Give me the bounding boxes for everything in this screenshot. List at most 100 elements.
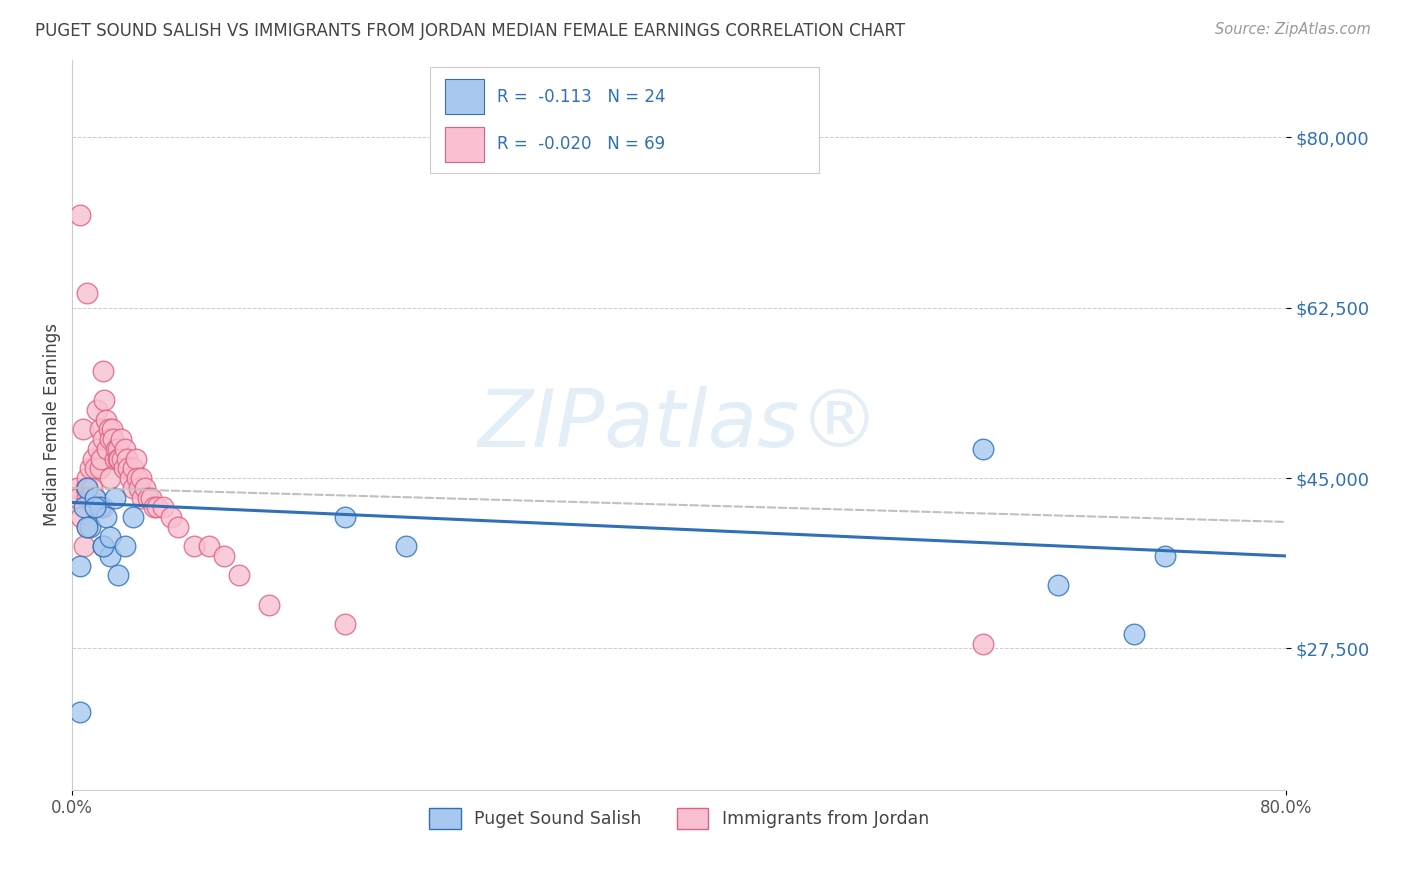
Point [110,432,132,446]
Point [93,393,115,408]
Point [125,451,148,466]
Point [91,364,114,378]
Point [117,461,139,475]
Point [111,451,134,466]
Point [395,539,418,553]
Point [98,432,121,446]
Point [79,491,101,505]
Point [127,471,149,485]
Point [108,451,131,466]
Point [183,539,205,553]
Point [73,539,96,553]
Point [335,617,357,632]
Point [82,451,104,466]
Point [146,500,169,515]
Point [134,481,156,495]
Legend: Puget Sound Salish, Immigrants from Jordan: Puget Sound Salish, Immigrants from Jord… [422,800,936,836]
Point [197,539,219,553]
Point [114,442,136,456]
Point [84,500,107,515]
Point [107,442,129,456]
Point [84,461,107,475]
Point [84,491,107,505]
Text: PUGET SOUND SALISH VS IMMIGRANTS FROM JORDAN MEDIAN FEMALE EARNINGS CORRELATION : PUGET SOUND SALISH VS IMMIGRANTS FROM JO… [35,22,905,40]
Point [112,461,135,475]
Point [89,500,111,515]
Point [79,520,101,534]
Y-axis label: Median Female Earnings: Median Female Earnings [44,323,60,526]
Point [72,422,94,436]
Point [212,549,235,563]
Point [70,510,93,524]
Point [104,491,127,505]
Point [98,549,121,563]
Point [1047,578,1070,592]
Point [972,442,994,456]
Point [89,461,111,475]
Point [66,481,89,495]
Point [76,286,98,301]
Point [67,491,90,505]
Point [98,471,121,485]
Point [80,481,103,495]
Point [76,481,98,495]
Point [76,520,98,534]
Point [1153,549,1175,563]
Bar [444,79,484,114]
Point [228,568,250,582]
Point [118,471,141,485]
Point [98,529,121,543]
Point [69,705,91,719]
Text: Source: ZipAtlas.com: Source: ZipAtlas.com [1215,22,1371,37]
Point [122,510,145,524]
Bar [444,127,484,161]
Point [128,481,150,495]
Text: R =  -0.020   N = 69: R = -0.020 N = 69 [498,136,665,153]
Point [115,451,138,466]
Point [152,500,174,515]
Point [94,510,117,524]
Point [104,451,127,466]
Point [84,491,107,505]
Point [69,208,91,222]
Point [91,539,114,553]
Point [97,422,120,436]
Point [105,442,128,456]
Point [107,451,129,466]
Text: ZIPatlas®: ZIPatlas® [478,385,880,464]
Point [75,481,97,495]
Point [91,500,114,515]
Point [84,500,107,515]
Point [143,500,166,515]
Point [972,636,994,650]
Point [259,598,281,612]
Point [122,461,145,475]
Point [94,413,117,427]
Point [73,500,96,515]
Point [122,481,145,495]
Point [167,520,190,534]
Point [335,510,357,524]
Point [96,442,118,456]
Point [1123,627,1146,641]
Point [79,461,101,475]
Point [69,558,91,573]
Point [91,539,114,553]
Point [90,451,112,466]
FancyBboxPatch shape [430,67,818,173]
Point [103,432,125,446]
Point [100,422,122,436]
Point [76,491,98,505]
Point [160,510,183,524]
Point [76,520,98,534]
Point [136,491,159,505]
Point [76,471,98,485]
Point [86,403,108,417]
Point [87,442,110,456]
Point [139,491,162,505]
Point [91,432,114,446]
Point [89,422,111,436]
Point [129,471,152,485]
Point [76,481,98,495]
Text: R =  -0.113   N = 24: R = -0.113 N = 24 [498,87,665,106]
